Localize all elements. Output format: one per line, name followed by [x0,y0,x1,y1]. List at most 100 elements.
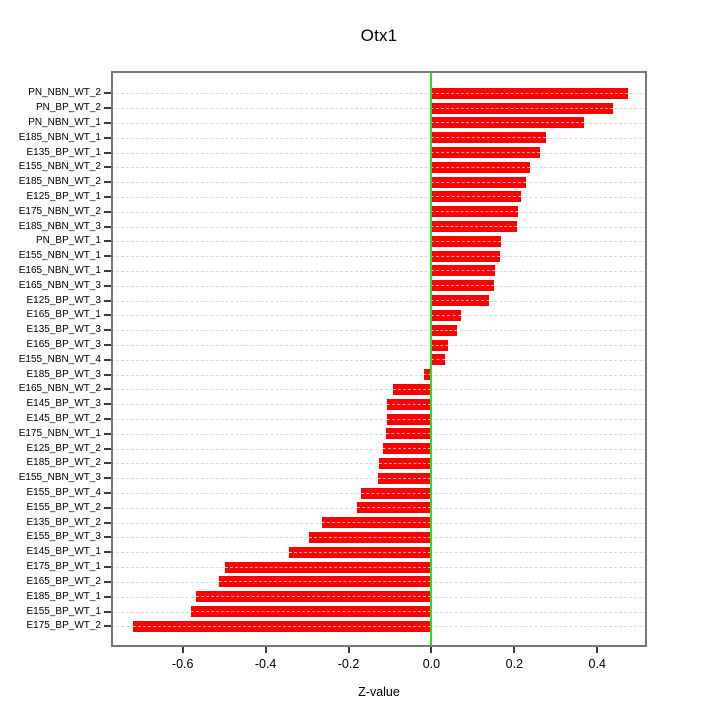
x-tick [264,647,267,653]
bar [431,265,496,277]
gridline [111,285,647,287]
gridline [111,345,647,346]
category-label: E185_NBN_WT_3 [18,220,101,232]
category-label: E155_NBN_WT_2 [18,161,101,173]
gridline [111,419,647,421]
plot-area [111,71,647,647]
gridline [111,152,647,154]
y-tick [104,121,111,124]
bar-grid-overlay [392,388,432,390]
gridline [111,300,647,302]
category-label: PN_BP_WT_1 [35,235,101,247]
x-tick [430,647,433,653]
bar-grid-overlay [382,448,432,450]
bar [322,517,432,529]
y-tick [104,521,111,524]
gridline [111,270,647,272]
y-tick [104,403,111,406]
chart-title: Otx1 [360,26,398,45]
y-tick [104,432,111,435]
x-tick [347,647,350,653]
bar-grid-overlay [308,536,432,538]
gridline [111,93,647,95]
bar [289,546,432,558]
bar-grid-overlay [431,240,502,242]
bar [225,561,432,573]
category-label: E125_BP_WT_3 [26,294,102,306]
bar-grid-overlay [431,359,445,361]
x-axis-title: Z-value [358,685,400,699]
y-tick [104,580,111,583]
bar [431,147,541,159]
bar [377,472,432,484]
bar-grid-overlay [387,403,432,405]
bar-grid-overlay [218,581,432,583]
category-label: E165_BP_WT_3 [26,339,102,350]
bar-grid-overlay [431,285,495,287]
bar-grid-overlay [423,374,432,376]
bar [431,102,613,114]
bar [431,280,495,292]
y-tick [104,92,111,95]
bar [431,221,517,233]
bar [356,502,432,514]
bar-grid-overlay [225,566,432,568]
bar-grid-overlay [431,255,500,257]
x-tick [181,647,184,653]
category-label: PN_NBN_WT_1 [28,116,101,128]
bar-grid-overlay [377,477,432,479]
y-tick [104,358,111,361]
bar [360,487,432,499]
gridline [111,374,647,376]
gridline [111,167,647,169]
bar-grid-overlay [431,211,519,213]
category-label: E125_BP_WT_2 [26,442,102,454]
category-label: E155_BP_WT_3 [26,531,102,543]
bar-grid-overlay [356,507,432,509]
category-label: E155_NBN_WT_4 [18,353,101,365]
gridline [111,359,647,361]
category-label: E175_NBN_WT_2 [18,205,101,217]
y-tick [104,181,111,184]
y-tick [104,418,111,421]
gridline [111,226,647,228]
y-tick [104,610,111,613]
y-tick [104,551,111,554]
bar [431,132,547,144]
bar [423,369,432,381]
y-tick [104,447,111,450]
gridline [111,389,647,391]
category-label: E165_BP_WT_1 [26,309,102,321]
x-tick-label: 0.0 [422,657,441,671]
bar-grid-overlay [431,314,462,316]
bar [431,339,449,351]
bar-grid-overlay [386,418,432,420]
y-tick [104,136,111,139]
bar [431,206,519,218]
category-label: E155_BP_WT_1 [26,605,102,617]
category-label: E185_BP_WT_2 [26,457,102,469]
bar-grid-overlay [431,344,449,346]
bar [431,309,462,321]
bar-grid-overlay [431,137,547,139]
bar [431,161,531,173]
bar-grid-overlay [360,492,432,494]
bar-grid-overlay [385,433,432,435]
bar [431,324,457,336]
gridline [111,211,647,213]
bar [431,235,502,247]
category-label: E165_NBN_WT_1 [18,264,101,276]
gridline [111,315,647,317]
category-label: E175_BP_WT_1 [26,561,102,573]
bar-grid-overlay [431,92,628,94]
category-label: E145_BP_WT_1 [26,546,102,558]
y-tick [104,225,111,228]
x-tick [513,647,516,653]
y-tick [104,107,111,110]
bar [392,383,432,395]
bar [431,117,584,129]
y-tick [104,269,111,272]
gridline [111,137,647,139]
y-tick [104,477,111,480]
y-tick [104,595,111,598]
